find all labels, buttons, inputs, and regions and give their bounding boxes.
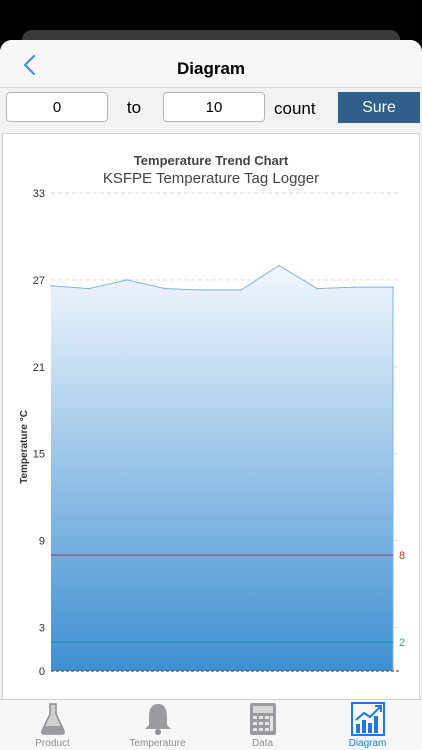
range-from-input[interactable] [6,92,108,122]
y-tick-label: 0 [39,666,45,678]
data-point [240,289,242,291]
y-tick-label: 27 [33,275,45,287]
threshold-label: 8 [399,550,405,562]
chart-icon [350,702,385,736]
tab-temperature-label: Temperature [129,738,186,749]
data-point [164,287,166,290]
tab-diagram[interactable]: Diagram [315,700,420,750]
range-to-input[interactable] [163,92,265,122]
y-axis-label: Temperature °C [19,410,30,484]
area-fill [51,265,393,671]
data-point [278,264,280,267]
data-point [354,286,356,288]
sure-button[interactable]: Sure [338,92,420,123]
chart-title: Temperature Trend Chart [133,153,289,168]
temperature-chart: 0 3 9 15 21 27 33 8 2 Temperature °C [19,188,405,678]
data-point [392,286,394,288]
tab-bar: Product Temperature Data [0,699,422,750]
chevron-left-icon [23,54,36,76]
navigation-bar: Diagram [0,40,422,88]
data-point [88,287,90,290]
tab-data-label: Data [251,738,274,749]
y-tick-label: 15 [33,449,45,461]
chart-card: 0 3 9 15 21 27 33 8 2 Temperature °C Temperature … [2,133,420,700]
to-label: to [126,98,142,117]
tab-product-label: Product [35,738,70,749]
y-tick-label: 21 [33,362,45,374]
app-screen: Diagram to count Sure 0 3 9 15 21 27 33 8 2 Tempe… [0,40,422,750]
y-tick-label: 9 [39,536,45,548]
y-tick-label: 3 [39,623,45,635]
page-title: Diagram [176,59,246,78]
back-button[interactable] [14,50,44,80]
range-controls: to count Sure [0,90,422,126]
series-line [50,264,393,291]
data-point [50,284,52,287]
y-tick-label: 33 [33,188,45,200]
flask-icon [40,703,65,735]
chart-subtitle: KSFPE Temperature Tag Logger [102,170,320,187]
tab-temperature[interactable]: Temperature [105,700,210,750]
tab-product[interactable]: Product [0,700,105,750]
calculator-icon [249,703,276,735]
bell-icon [144,704,171,735]
data-point [202,289,204,291]
data-point [316,287,318,290]
data-point [126,279,128,281]
tab-diagram-label: Diagram [348,738,387,749]
tab-data[interactable]: Data [210,700,315,750]
threshold-label: 2 [399,637,405,649]
count-label: count [274,99,316,118]
